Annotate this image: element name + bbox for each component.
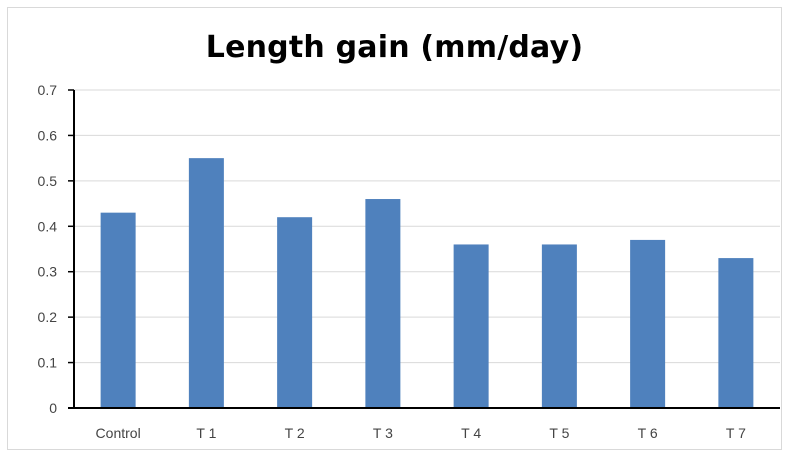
bar bbox=[453, 244, 489, 408]
bars bbox=[100, 158, 754, 408]
bar bbox=[277, 217, 313, 408]
bar bbox=[100, 212, 136, 408]
y-tick-label: 0.4 bbox=[38, 218, 58, 234]
y-tick-label: 0.5 bbox=[38, 173, 58, 189]
y-tick-label: 0.3 bbox=[38, 264, 58, 280]
x-tick-label: Control bbox=[96, 425, 141, 441]
axes bbox=[68, 89, 780, 409]
x-tick-label: T 6 bbox=[638, 425, 658, 441]
y-tick-label: 0.7 bbox=[38, 82, 58, 98]
y-tick-label: 0 bbox=[49, 400, 57, 416]
y-tick-label: 0.1 bbox=[38, 355, 58, 371]
y-tick-labels: 0 0.1 0.2 0.3 0.4 0.5 0.6 0.7 bbox=[38, 82, 58, 416]
bar bbox=[718, 258, 754, 408]
x-tick-label: T 4 bbox=[461, 425, 481, 441]
chart-title: Length gain (mm/day) bbox=[205, 30, 584, 65]
gridlines bbox=[74, 89, 780, 364]
y-tick-label: 0.2 bbox=[38, 309, 58, 325]
y-tick-label: 0.6 bbox=[38, 127, 58, 143]
x-tick-label: T 3 bbox=[373, 425, 393, 441]
bar bbox=[188, 158, 224, 408]
x-tick-label: T 7 bbox=[726, 425, 746, 441]
x-tick-labels: Control T 1 T 2 T 3 T 4 T 5 T 6 T 7 bbox=[96, 425, 747, 441]
x-tick-label: T 1 bbox=[196, 425, 216, 441]
x-tick-label: T 5 bbox=[549, 425, 569, 441]
bar bbox=[365, 199, 401, 408]
x-tick-label: T 2 bbox=[285, 425, 305, 441]
bar bbox=[541, 244, 577, 408]
bar bbox=[630, 239, 666, 408]
